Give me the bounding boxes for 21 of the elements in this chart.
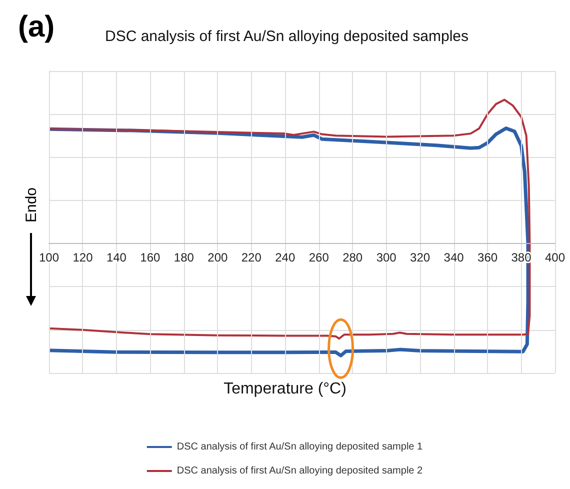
x-tick-label: 260	[308, 250, 330, 265]
x-tick-label: 180	[174, 250, 194, 265]
x-tick-label: 220	[241, 250, 262, 265]
y-axis-title: Endo	[23, 187, 40, 223]
chart-title: DSC analysis of first Au/Sn alloying deposited samples	[105, 28, 469, 45]
x-tick-label: 100	[38, 250, 60, 265]
x-tick-label: 120	[72, 250, 94, 265]
x-tick-label: 400	[544, 250, 566, 265]
x-tick-label: 300	[376, 250, 397, 265]
x-axis-title: Temperature (°C)	[224, 380, 346, 398]
legend-label: DSC analysis of first Au/Sn alloying deposited sample 1	[176, 442, 424, 452]
x-tick-label: 240	[275, 250, 296, 265]
x-tick-label: 140	[106, 250, 127, 265]
legend-label: DSC analysis of first Au/Sn alloying deposited sample 2	[176, 466, 424, 476]
x-tick-label: 200	[208, 250, 228, 265]
x-tick-label: 340	[444, 250, 464, 265]
x-tick-label: 360	[478, 250, 498, 265]
text: (a)	[18, 10, 55, 44]
x-tick-label: 280	[342, 250, 363, 265]
x-tick-label: 160	[140, 250, 161, 265]
x-tick-label: 320	[410, 250, 430, 265]
